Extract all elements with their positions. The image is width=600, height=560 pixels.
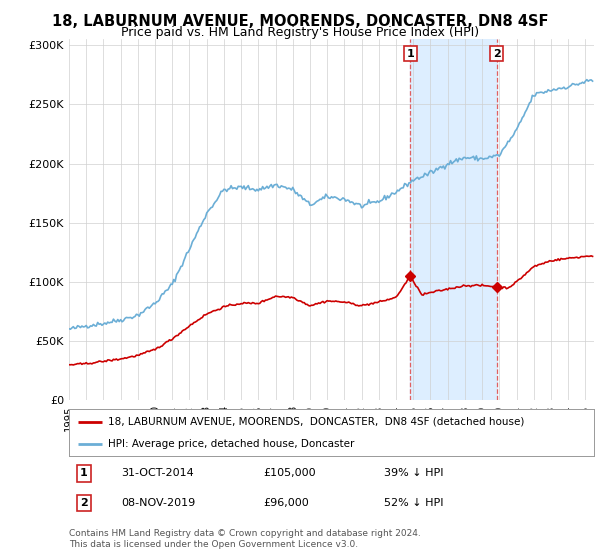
- Text: 18, LABURNUM AVENUE, MOORENDS, DONCASTER, DN8 4SF: 18, LABURNUM AVENUE, MOORENDS, DONCASTER…: [52, 14, 548, 29]
- Text: 52% ↓ HPI: 52% ↓ HPI: [384, 498, 443, 508]
- Text: Contains HM Land Registry data © Crown copyright and database right 2024.
This d: Contains HM Land Registry data © Crown c…: [69, 529, 421, 549]
- Text: HPI: Average price, detached house, Doncaster: HPI: Average price, detached house, Donc…: [109, 438, 355, 449]
- Text: 18, LABURNUM AVENUE, MOORENDS,  DONCASTER,  DN8 4SF (detached house): 18, LABURNUM AVENUE, MOORENDS, DONCASTER…: [109, 417, 525, 427]
- Text: 31-OCT-2014: 31-OCT-2014: [121, 468, 194, 478]
- Text: Price paid vs. HM Land Registry's House Price Index (HPI): Price paid vs. HM Land Registry's House …: [121, 26, 479, 39]
- Text: 39% ↓ HPI: 39% ↓ HPI: [384, 468, 443, 478]
- Text: 2: 2: [80, 498, 88, 508]
- Text: £105,000: £105,000: [263, 468, 316, 478]
- Text: 1: 1: [80, 468, 88, 478]
- Text: 08-NOV-2019: 08-NOV-2019: [121, 498, 196, 508]
- Bar: [410, 39, 497, 400]
- Text: 2: 2: [493, 49, 500, 59]
- Text: £96,000: £96,000: [263, 498, 309, 508]
- Text: 1: 1: [406, 49, 414, 59]
